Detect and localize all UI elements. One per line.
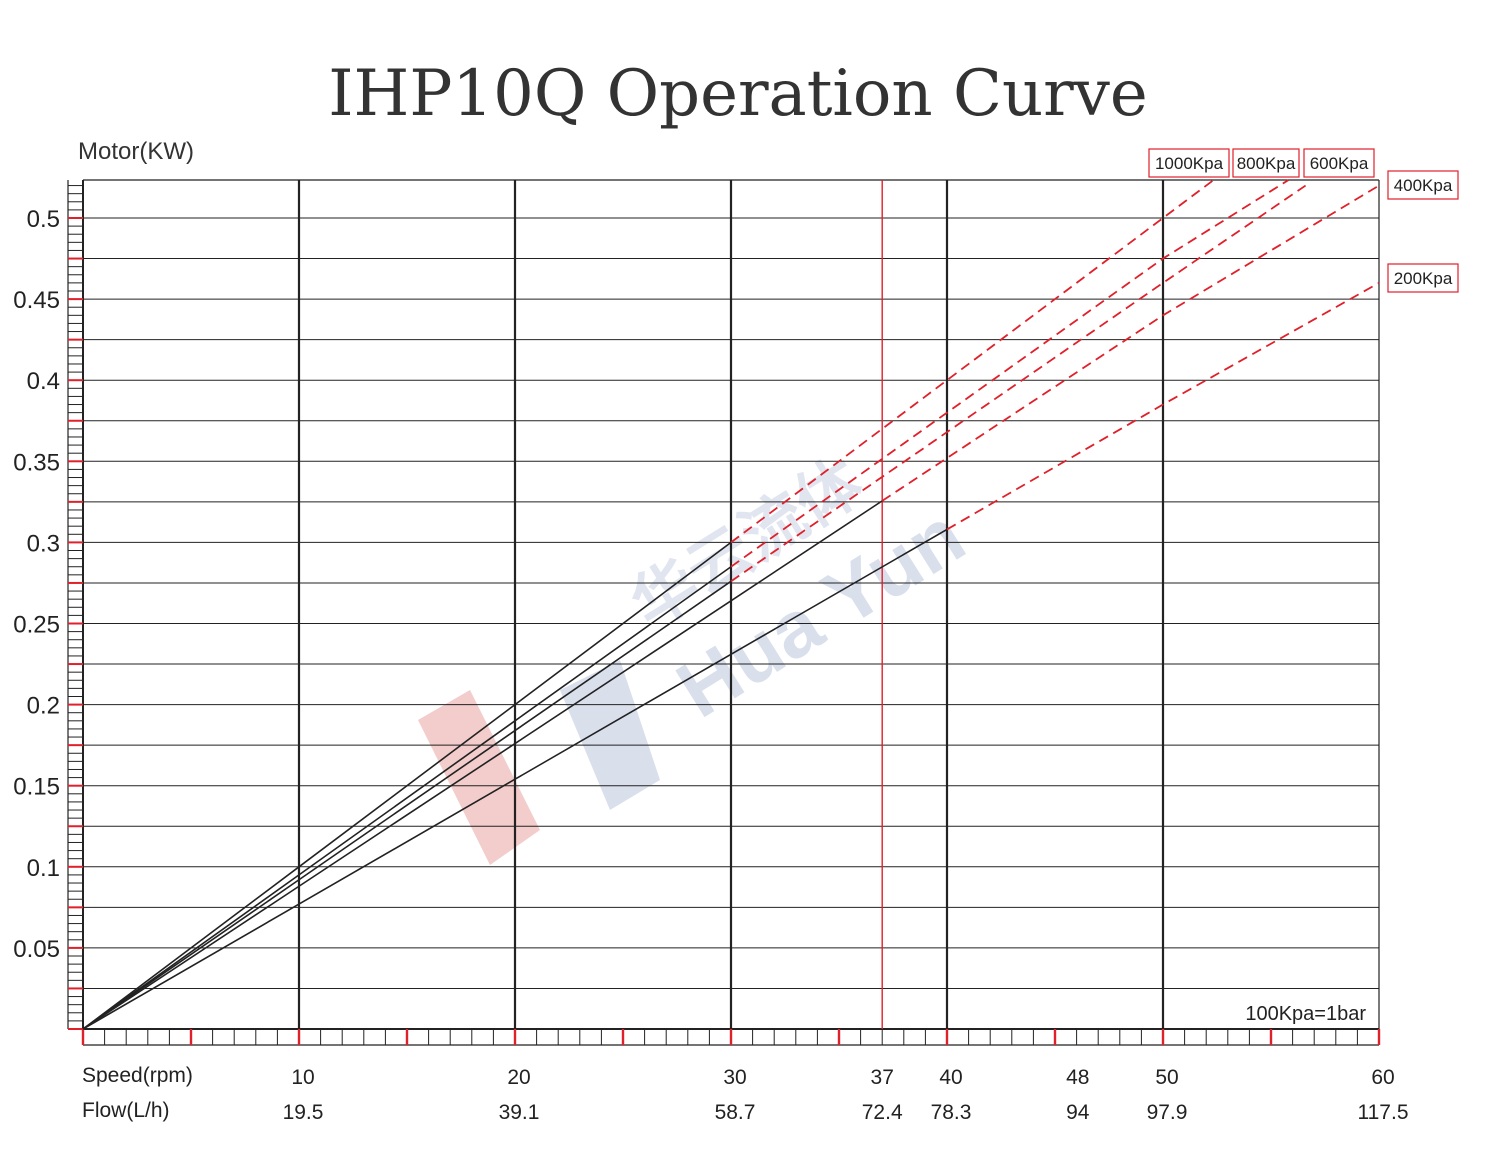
series-label-box <box>1303 148 1375 178</box>
x-tick-speed-label: 40 <box>939 1066 962 1089</box>
x-speed-label: Speed(rpm) <box>82 1064 193 1087</box>
x-tick-flow-label: 39.1 <box>499 1101 540 1124</box>
y-tick-labels: 0.05 0.1 0.15 0.2 0.25 0.3 0.35 0.4 0.45 0.5 <box>13 206 60 963</box>
unit-note: 100Kpa=1bar <box>1245 1003 1366 1025</box>
x-tick-speed-label: 10 <box>291 1066 314 1089</box>
y-axis-label: Motor(KW) <box>78 138 194 165</box>
series-label-400Kpa: 400Kpa <box>1387 170 1459 200</box>
series-labels: 1000Kpa 800Kpa 600Kpa 400Kpa 200Kpa <box>1148 148 1459 293</box>
y-tick-label: 0.2 <box>27 693 60 720</box>
series-600Kpa <box>82 184 1307 1030</box>
x-tick-speed-label: 48 <box>1066 1066 1089 1089</box>
series-label-box <box>1148 148 1230 178</box>
series-solid-line <box>82 528 948 1030</box>
series <box>82 179 1380 1030</box>
series-1000Kpa <box>82 179 1215 1030</box>
x-tick-flow-label: 97.9 <box>1147 1101 1188 1124</box>
series-dashed-line <box>881 184 1380 502</box>
x-tick-flow-label: 78.3 <box>931 1101 972 1124</box>
y-tick-label: 0.15 <box>13 774 60 801</box>
x-tick-speed-label: 30 <box>723 1066 746 1089</box>
x-tick-flow-label: 58.7 <box>715 1101 756 1124</box>
x-tick-labels: 10 19.5 20 39.1 30 58.7 37 72.4 40 78.3 48 94 50 97.9… <box>283 1066 1409 1124</box>
series-200Kpa <box>82 282 1380 1030</box>
x-tick-flow-label: 19.5 <box>283 1101 324 1124</box>
y-minor-ticks <box>67 180 83 1030</box>
series-800Kpa <box>82 179 1290 1030</box>
y-tick-label: 0.45 <box>13 287 60 314</box>
series-dashed-line <box>946 282 1380 531</box>
vertical-guide-lines <box>297 180 1165 1029</box>
series-label-box <box>1387 263 1459 293</box>
series-400Kpa <box>82 184 1380 1030</box>
watermark-logo-shape-2 <box>560 660 660 810</box>
y-tick-label: 0.25 <box>13 612 60 639</box>
series-label-text: 400Kpa <box>1394 176 1453 195</box>
series-solid-line <box>82 541 732 1030</box>
series-solid-line <box>82 500 883 1030</box>
series-dashed-line <box>730 179 1290 568</box>
y-tick-label: 0.4 <box>27 368 60 395</box>
series-label-800Kpa: 800Kpa <box>1232 148 1300 178</box>
series-label-text: 800Kpa <box>1237 154 1296 173</box>
x-tick-flow-label: 94 <box>1066 1101 1090 1124</box>
series-label-text: 600Kpa <box>1310 154 1369 173</box>
x-tick-flow-label: 72.4 <box>862 1101 903 1124</box>
series-label-box <box>1232 148 1300 178</box>
x-flow-label: Flow(L/h) <box>82 1099 170 1122</box>
series-dashed-line <box>730 184 1307 583</box>
series-label-text: 200Kpa <box>1394 269 1453 288</box>
y-tick-label: 0.1 <box>27 855 60 882</box>
series-label-text: 1000Kpa <box>1155 154 1224 173</box>
y-tick-label: 0.35 <box>13 449 60 476</box>
x-tick-flow-label: 117.5 <box>1358 1101 1409 1124</box>
x-tick-speed-label: 60 <box>1371 1066 1394 1089</box>
series-dashed-line <box>730 179 1215 544</box>
y-tick-label: 0.3 <box>27 530 60 557</box>
series-label-200Kpa: 200Kpa <box>1387 263 1459 293</box>
series-label-600Kpa: 600Kpa <box>1303 148 1375 178</box>
x-tick-speed-label: 37 <box>871 1066 894 1089</box>
chart-title: IHP10Q Operation Curve <box>328 57 1148 131</box>
watermark: Hua Yun 华云流体 <box>418 445 979 865</box>
x-tick-speed-label: 50 <box>1155 1066 1178 1089</box>
x-tick-speed-label: 20 <box>507 1066 530 1089</box>
y-tick-label: 0.5 <box>27 206 60 233</box>
watermark-logo-shape <box>418 690 540 865</box>
series-solid-line <box>82 580 732 1030</box>
series-label-1000Kpa: 1000Kpa <box>1148 148 1230 178</box>
x-minor-ticks <box>81 1029 1381 1046</box>
grid <box>68 179 1380 1030</box>
series-solid-line <box>82 566 732 1030</box>
y-tick-label: 0.05 <box>13 936 60 963</box>
series-label-box <box>1387 170 1459 200</box>
